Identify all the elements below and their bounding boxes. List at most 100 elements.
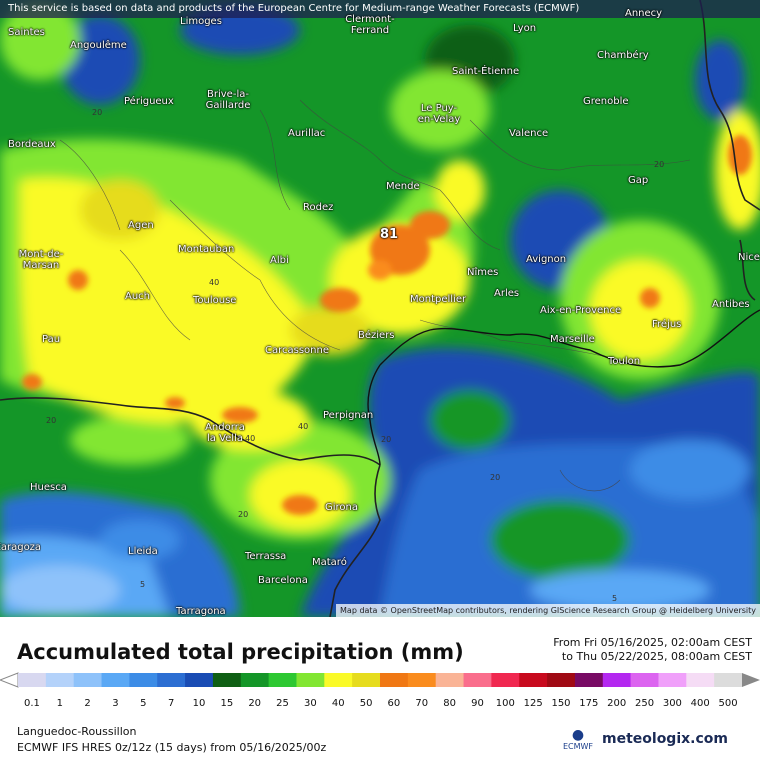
city-label: Andorra la Vella	[205, 422, 245, 444]
scale-swatch	[686, 673, 715, 687]
scale-swatch	[157, 673, 186, 687]
scale-label: 400	[691, 698, 710, 709]
city-label: Aix-en-Provence	[540, 305, 622, 316]
precip-peaks	[22, 135, 752, 515]
city-label: Antibes	[712, 299, 750, 310]
isoline-label: 20	[654, 160, 665, 169]
ecmwf-icon: ●	[571, 727, 585, 743]
brand-logo[interactable]: meteologix.com	[602, 731, 728, 747]
model-info: ECMWF IFS HRES 0z/12z (15 days) from 05/…	[17, 741, 327, 754]
scale-label: 3	[112, 698, 118, 709]
city-label: Brive-la-Gaillarde	[205, 89, 251, 111]
city-label: Toulon	[608, 356, 641, 367]
city-label: Toulouse	[193, 295, 237, 306]
precipitation-map[interactable]: This service is based on data and produc…	[0, 0, 760, 617]
city-label: Nice	[738, 252, 760, 263]
city-label: Carcassonne	[265, 345, 329, 356]
scale-label: 300	[663, 698, 682, 709]
city-label: Agen	[128, 220, 154, 231]
city-label: Chambéry	[597, 50, 649, 61]
city-label: Mont-de-Marsan	[18, 249, 64, 271]
city-label: Mataró	[312, 557, 347, 568]
scale-label: 70	[415, 698, 428, 709]
scale-label: 60	[388, 698, 401, 709]
scale-swatch	[352, 673, 381, 687]
scale-label: 100	[496, 698, 515, 709]
city-label: Lyon	[513, 23, 537, 34]
country-borders	[0, 0, 760, 617]
period-to: to Thu 05/22/2025, 08:00am CEST	[561, 650, 752, 663]
isoline-label: 20	[92, 108, 103, 117]
isoline-label: 5	[612, 594, 618, 603]
scale-swatch	[435, 673, 465, 687]
precip-field	[0, 0, 760, 617]
city-label: Le Puy-en-Velay	[417, 103, 461, 125]
scale-arrow-left	[0, 672, 19, 688]
map-canvas	[0, 0, 760, 617]
scale-swatch	[212, 673, 242, 687]
city-label: Gap	[628, 175, 649, 186]
city-label: Marseille	[550, 334, 595, 345]
city-label: Lleida	[128, 546, 158, 557]
isoline-label: 20	[238, 510, 249, 519]
city-label: Annecy	[625, 8, 663, 19]
scale-swatch	[18, 673, 47, 687]
city-label: Mende	[386, 181, 420, 192]
scale-label: 175	[579, 698, 598, 709]
scale-label: 15	[220, 698, 233, 709]
city-label: Auch	[125, 291, 151, 302]
scale-swatch	[630, 673, 659, 687]
city-label: Fréjus	[652, 319, 682, 330]
scale-arrow-right	[742, 673, 760, 687]
city-label: Girona	[325, 502, 359, 513]
coastline	[379, 309, 760, 368]
isoline-label: 5	[140, 580, 146, 589]
period-from: From Fri 05/16/2025, 02:00am CEST	[553, 636, 752, 649]
scale-swatch	[73, 673, 103, 687]
color-scale-bar: 0.1 1 2 3 5 7 10 15 20 25 30 40 50 60 70 80 90 100 125 150 1…	[0, 672, 760, 709]
scale-swatch	[324, 673, 353, 687]
city-label: Perpignan	[323, 410, 374, 421]
scale-swatch	[129, 673, 158, 687]
scale-label: 150	[551, 698, 570, 709]
scale-label: 40	[332, 698, 345, 709]
scale-swatch	[407, 673, 437, 687]
scale-label: 250	[635, 698, 654, 709]
scale-swatch	[240, 673, 270, 687]
forecast-period: From Fri 05/16/2025, 02:00am CEST to Thu…	[553, 636, 752, 664]
city-label: Limoges	[180, 16, 222, 27]
scale-swatch	[296, 673, 325, 687]
scale-swatch	[491, 673, 520, 687]
scale-swatch	[268, 673, 297, 687]
scale-label: 10	[193, 698, 206, 709]
city-label: Montauban	[178, 244, 235, 255]
ecmwf-label: ECMWF	[562, 742, 594, 751]
city-label: Pau	[42, 334, 61, 345]
city-label: Béziers	[358, 330, 395, 341]
scale-label: 50	[360, 698, 373, 709]
city-label: Valence	[509, 128, 549, 139]
scale-label: 25	[276, 698, 289, 709]
chart-title: Accumulated total precipitation (mm)	[17, 640, 464, 664]
isoline-label: 20	[46, 416, 57, 425]
city-label: Terrassa	[245, 551, 287, 562]
scale-label: 2	[84, 698, 90, 709]
city-label: Aurillac	[288, 128, 326, 139]
region-name: Languedoc-Roussillon	[17, 725, 137, 738]
city-label: Nîmes	[467, 267, 499, 278]
scale-swatch	[574, 673, 604, 687]
scale-swatch	[380, 673, 409, 687]
city-label: Albi	[270, 255, 289, 266]
city-label: Saintes	[8, 27, 45, 38]
scale-label: 0.1	[24, 698, 40, 709]
city-label: Saint-Étienne	[452, 66, 520, 77]
scale-swatch	[602, 673, 632, 687]
scale-label: 5	[140, 698, 146, 709]
color-scale: 0.1 1 2 3 5 7 10 15 20 25 30 40 50 60 70 80 90 100 125 150 1…	[0, 671, 760, 711]
isoline-label: 20	[381, 435, 392, 444]
region-borders	[59, 99, 691, 492]
city-label: Barcelona	[258, 575, 308, 586]
city-label: Arles	[494, 288, 520, 299]
city-label: Huesca	[30, 482, 67, 493]
city-label: Montpellier	[410, 294, 467, 305]
